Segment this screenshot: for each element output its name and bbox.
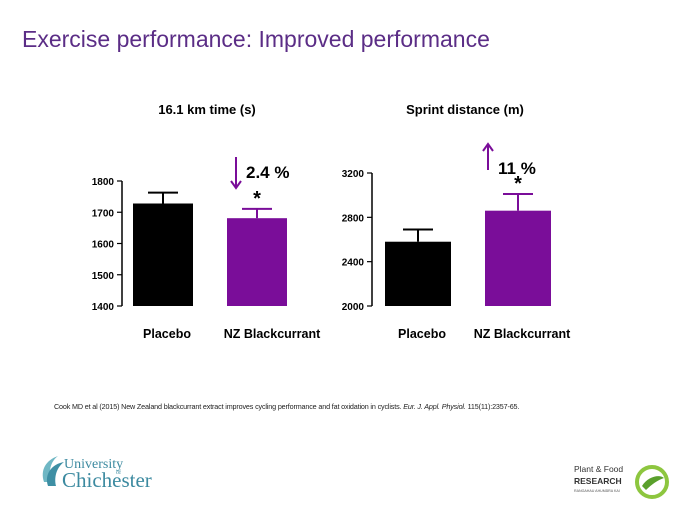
change-percentage: 11 % — [498, 159, 536, 178]
y-tick-label: 2800 — [342, 213, 365, 224]
category-label: Placebo — [398, 327, 446, 341]
arrow-head-icon — [230, 180, 242, 190]
chart-sprint-distance: Sprint distance (m) 2000 2400 2800 3200 Plac… — [342, 102, 571, 341]
university-of-chichester-logo: University of Chichester — [42, 456, 152, 492]
bar-placebo — [385, 241, 451, 306]
y-tick-label: 2400 — [342, 258, 365, 269]
bar-nz-blackcurrant — [227, 218, 287, 306]
citation-authors: Cook MD et al (2015) New Zealand blackcu… — [54, 402, 402, 411]
category-label: NZ Blackcurrant — [474, 327, 571, 341]
bar-nz-blackcurrant — [485, 210, 551, 306]
slide-title: Exercise performance: Improved performan… — [22, 26, 490, 52]
category-label: NZ Blackcurrant — [224, 327, 321, 341]
significance-star: * — [514, 173, 522, 195]
logo-plant-food-text: Plant & Food — [574, 464, 623, 474]
y-tick-label: 3200 — [342, 169, 365, 180]
category-label: Placebo — [143, 327, 191, 341]
charts-area: 16.1 km time (s) 1400 1500 1600 1700 1800 Pla… — [92, 102, 571, 341]
arrow-head-icon — [482, 142, 494, 152]
bar-placebo — [133, 203, 193, 306]
citation: Cook MD et al (2015) New Zealand blackcu… — [54, 402, 674, 411]
y-tick-label: 2000 — [342, 302, 365, 313]
y-tick-label: 1600 — [92, 240, 115, 251]
logo-rangahau-text: RANGAHAU AHUMĀRA KAI — [574, 489, 620, 493]
plant-and-food-research-logo: Plant & Food RESEARCH RANGAHAU AHUMĀRA K… — [574, 464, 669, 499]
chart-title: 16.1 km time (s) — [158, 102, 256, 117]
leaf-icon — [642, 476, 664, 490]
citation-details: 115(11):2357-65. — [467, 402, 520, 411]
y-tick-label: 1500 — [92, 271, 115, 282]
chart-km-time: 16.1 km time (s) 1400 1500 1600 1700 1800 Pla… — [92, 102, 321, 341]
logo-chichester-text: Chichester — [62, 468, 152, 492]
logo-of-text: of — [116, 469, 121, 476]
significance-star: * — [253, 188, 261, 210]
citation-journal: Eur. J. Appl. Physiol. — [403, 402, 466, 411]
y-tick-label: 1400 — [92, 302, 115, 313]
swirl-icon — [635, 465, 669, 499]
leaf-icon — [42, 456, 58, 482]
y-tick-label: 1700 — [92, 208, 115, 219]
logo-university-text: University — [64, 457, 123, 472]
chart-title: Sprint distance (m) — [406, 102, 524, 117]
change-percentage: 2.4 % — [246, 163, 289, 182]
y-tick-label: 1800 — [92, 177, 115, 188]
leaf-icon — [46, 462, 64, 486]
logo-research-text: RESEARCH — [574, 476, 622, 486]
